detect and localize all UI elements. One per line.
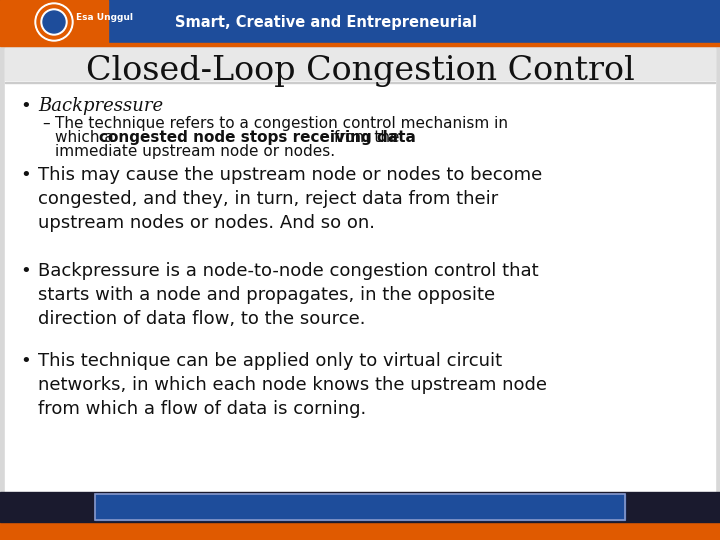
Bar bbox=[95, 494, 625, 520]
Circle shape bbox=[41, 9, 67, 35]
Text: This technique can be applied only to virtual circuit
networks, in which each no: This technique can be applied only to vi… bbox=[38, 352, 547, 418]
Text: –: – bbox=[42, 116, 50, 131]
Text: Esa Unggul: Esa Unggul bbox=[76, 14, 133, 23]
Bar bbox=[95, 494, 625, 520]
Text: This may cause the upstream node or nodes to become
congested, and they, in turn: This may cause the upstream node or node… bbox=[38, 166, 542, 232]
Text: •: • bbox=[20, 262, 31, 280]
Bar bbox=[0, 0, 720, 43]
Text: congested node stops receiving data: congested node stops receiving data bbox=[99, 130, 416, 145]
Text: •: • bbox=[20, 352, 31, 370]
Circle shape bbox=[37, 5, 71, 39]
Text: Closed-Loop Congestion Control: Closed-Loop Congestion Control bbox=[86, 55, 634, 87]
Bar bbox=[0, 0, 108, 43]
Bar bbox=[0, 492, 720, 522]
Text: Smart, Creative and Entrepreneurial: Smart, Creative and Entrepreneurial bbox=[175, 15, 477, 30]
Bar bbox=[5, 48, 715, 492]
Bar bbox=[5, 82, 715, 83]
Text: which a: which a bbox=[55, 130, 119, 145]
Text: •: • bbox=[20, 97, 31, 115]
Text: from the: from the bbox=[328, 130, 399, 145]
Bar bbox=[0, 43, 720, 46]
Bar bbox=[5, 48, 715, 80]
Circle shape bbox=[43, 11, 65, 33]
Text: Backpressure: Backpressure bbox=[38, 97, 163, 115]
Text: The technique refers to a congestion control mechanism in: The technique refers to a congestion con… bbox=[55, 116, 508, 131]
Bar bbox=[0, 522, 720, 540]
Circle shape bbox=[35, 3, 73, 41]
Text: •: • bbox=[20, 166, 31, 184]
Text: Backpressure is a node-to-node congestion control that
starts with a node and pr: Backpressure is a node-to-node congestio… bbox=[38, 262, 539, 328]
Text: immediate upstream node or nodes.: immediate upstream node or nodes. bbox=[55, 144, 335, 159]
